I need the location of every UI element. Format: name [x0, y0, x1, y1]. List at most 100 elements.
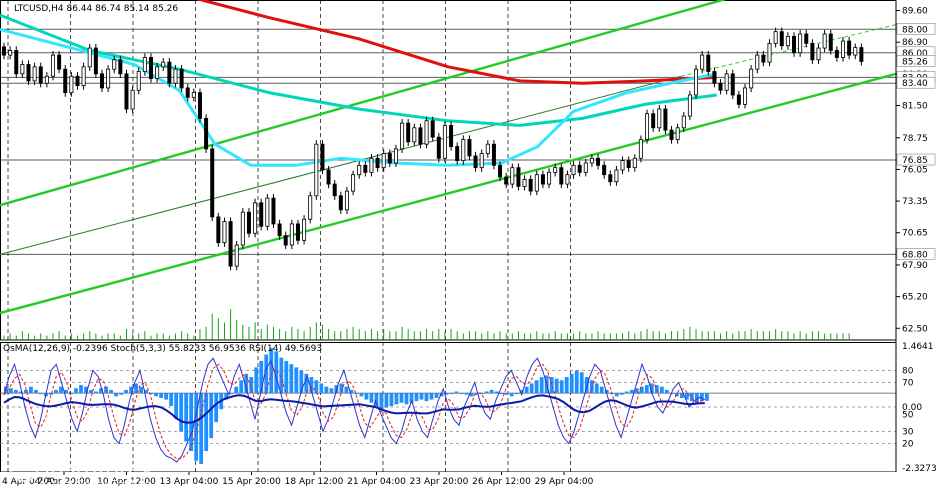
y-tick-label: 65.20 [902, 293, 928, 303]
candle-body [289, 223, 294, 246]
osma-bar [664, 389, 669, 394]
osma-bar [614, 393, 619, 397]
candle-body [375, 157, 380, 169]
candle-body [99, 73, 104, 89]
moving-average-line [196, 0, 717, 85]
osma-bar [264, 354, 269, 394]
candle-body [755, 54, 760, 70]
candle-body [853, 47, 858, 56]
candle-body [344, 190, 349, 211]
price-tag-label: 88.00 [902, 25, 928, 35]
osma-bar [509, 393, 514, 397]
osma-bar [549, 377, 554, 394]
osma-bar [604, 389, 609, 394]
price-tag-label: 76.85 [902, 156, 928, 166]
price-tag [896, 55, 936, 67]
candle-body [302, 218, 307, 241]
osma-bar [579, 372, 584, 394]
price-tag-label: 83.40 [902, 79, 928, 89]
osma-bar [29, 386, 33, 394]
candle-body [675, 127, 680, 140]
candle-body [510, 167, 515, 185]
rsi-line [3, 394, 705, 424]
candle-body [8, 50, 13, 56]
osma-bar [274, 351, 279, 394]
candle-body [191, 92, 196, 98]
osma-bar [214, 393, 219, 423]
y-tick-label: 76.05 [902, 165, 928, 175]
candle-body [479, 153, 484, 169]
candle-body [491, 143, 496, 166]
price-tag [896, 153, 936, 166]
osma-bar [84, 386, 88, 394]
candle-body [87, 47, 92, 68]
candle-body [455, 146, 460, 162]
candle-body [700, 54, 705, 70]
osma-bar [344, 386, 349, 394]
osma-bar [494, 391, 499, 394]
osma-bar [364, 393, 369, 400]
osma-bar [569, 373, 574, 394]
watermark-tagline: Instant Forex Trading [36, 478, 152, 491]
candle-body [351, 174, 356, 192]
candle-body [577, 164, 582, 173]
candle-body [63, 68, 68, 94]
candle-body [2, 46, 7, 56]
candle-body [20, 64, 25, 75]
time-axis-bg [0, 472, 936, 492]
candle-body [614, 169, 619, 183]
price-tag [896, 76, 936, 89]
osma-bar [374, 393, 379, 406]
candle-body [442, 125, 447, 159]
osma-bar [209, 393, 214, 439]
price-tag-label: 85.26 [902, 57, 928, 67]
candle-body [565, 174, 570, 185]
osma-bar [239, 380, 244, 394]
x-tick-label: 29 Apr 04:00 [535, 477, 594, 487]
candle-body [148, 57, 153, 79]
osma-bar [119, 393, 123, 395]
x-tick-label: 15 Apr 20:00 [222, 477, 281, 487]
candle-body [712, 71, 717, 84]
candle-body [540, 174, 545, 185]
candle-body [406, 122, 411, 143]
candle-body [779, 31, 784, 47]
osma-bar [159, 393, 164, 398]
candle-body [694, 68, 699, 96]
osma-bar [429, 393, 434, 400]
candle-body [210, 148, 215, 218]
osma-bar [204, 393, 209, 452]
indicator-axis-label: 20 [902, 440, 914, 450]
osma-bar [474, 393, 479, 395]
osma-bar [699, 393, 704, 402]
x-tick-label: 18 Apr 12:00 [285, 477, 344, 487]
candle-body [847, 40, 852, 56]
indicator-pane [0, 342, 897, 473]
candle-body [357, 164, 362, 176]
osma-bar [599, 386, 604, 394]
osma-bar [94, 391, 98, 394]
osma-bar [279, 357, 284, 394]
osma-bar [534, 380, 539, 394]
candle-body [173, 68, 178, 84]
osma-bar [434, 393, 439, 398]
osma-bar [14, 389, 18, 394]
price-tag [896, 248, 936, 260]
osma-bar [139, 386, 143, 394]
osma-bar [379, 393, 384, 410]
candle-body [687, 94, 692, 117]
candle-body [253, 202, 258, 234]
candle-body [449, 125, 454, 147]
osma-bar [414, 393, 419, 402]
candle-body [106, 68, 111, 89]
osma-bar [634, 388, 639, 394]
candle-body [620, 160, 625, 171]
osma-bar [504, 393, 509, 395]
osma-bar [179, 393, 184, 432]
indicator-axis-label: 1.4641 [902, 342, 934, 352]
candle-body [161, 61, 166, 68]
x-tick-label: 21 Apr 04:00 [347, 477, 406, 487]
candle-body [528, 178, 533, 192]
candle-body [277, 223, 282, 237]
osma-bar [149, 393, 154, 395]
